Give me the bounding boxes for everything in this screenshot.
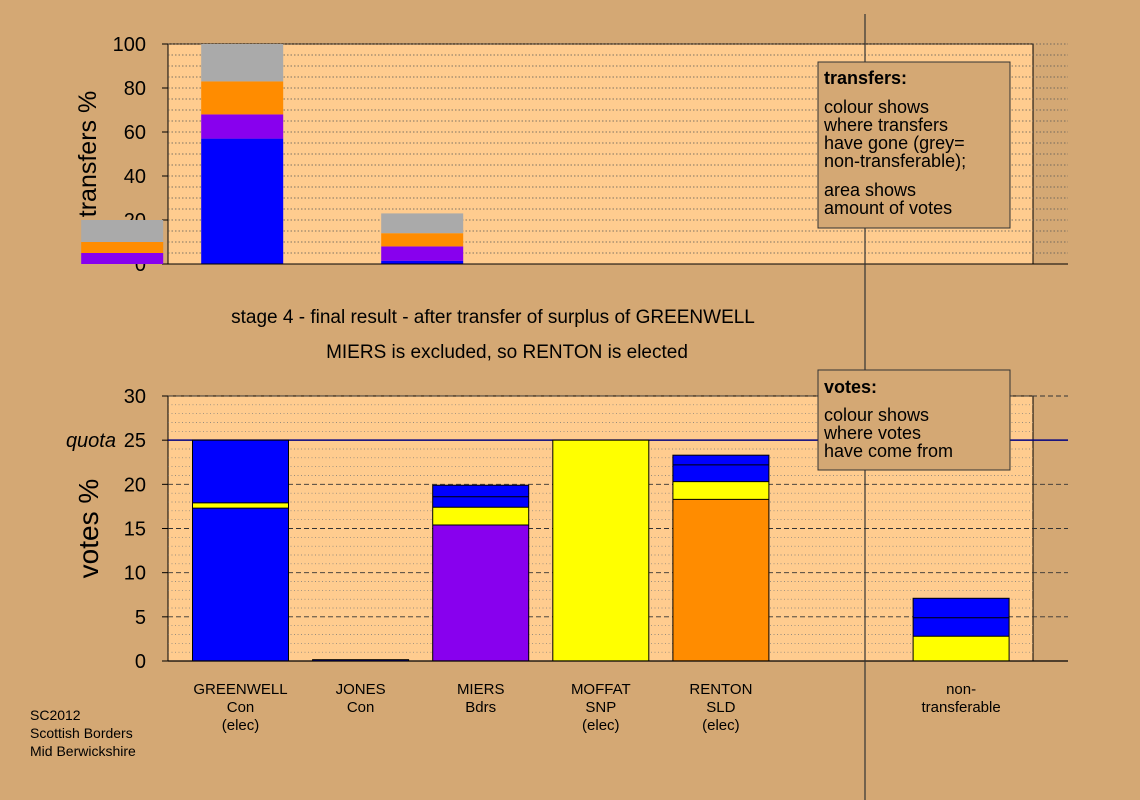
transfers-legend-text: have gone (grey= <box>824 133 965 153</box>
transfers-ytick-label: 40 <box>124 166 146 188</box>
transfers-bar-segment <box>381 246 464 261</box>
candidate-label: SNP <box>585 699 616 716</box>
votes-bar <box>912 597 1010 662</box>
candidate-label: MOFFAT <box>571 681 631 698</box>
transfers-legend-text: where transfers <box>823 115 948 135</box>
transfers-bar-segment <box>381 233 464 247</box>
transfers-ytick-label: 60 <box>124 122 146 144</box>
candidate-label: Con <box>347 699 375 716</box>
candidate-label: (elec) <box>582 717 620 734</box>
footer-ward: Mid Berwickshire <box>30 743 136 759</box>
candidate-label: RENTON <box>689 681 752 698</box>
votes-bar-segment <box>192 440 289 503</box>
votes-ytick-label: 20 <box>124 474 146 496</box>
votes-legend-box <box>817 369 1011 471</box>
transfers-legend-heading: transfers: <box>824 68 907 88</box>
votes-bar-segment <box>672 481 769 500</box>
transfers-bar-segment <box>81 242 164 253</box>
candidate-label: MIERS <box>457 681 505 698</box>
transfers-bar-segment <box>201 138 284 264</box>
votes-bar <box>552 439 650 662</box>
votes-bar-segment <box>432 524 529 661</box>
footer-year: SC2012 <box>30 707 81 723</box>
transfers-ytick-label: 100 <box>113 34 146 56</box>
quota-label: quota <box>66 430 116 452</box>
votes-ytick-label: 15 <box>124 519 146 541</box>
votes-bar-segment <box>192 508 289 661</box>
votes-bar-segment <box>432 507 529 525</box>
footer: SC2012 Scottish Borders Mid Berwickshire <box>30 706 136 760</box>
candidate-label: non- <box>946 681 976 698</box>
transfers-ytick-label: 0 <box>135 254 146 276</box>
candidate-label: GREENWELL <box>193 681 287 698</box>
candidate-label: (elec) <box>222 717 260 734</box>
votes-ytick-label: 5 <box>135 607 146 629</box>
votes-ytick-label: 0 <box>135 651 146 673</box>
transfers-legend-box <box>817 61 1011 229</box>
votes-bar-segment <box>312 659 409 661</box>
transfers-legend-text: area shows <box>824 180 916 200</box>
votes-bar-segment <box>552 440 649 661</box>
candidate-label: SLD <box>706 699 735 716</box>
votes-bar <box>192 439 289 662</box>
transfers-legend-text: non-transferable); <box>824 151 966 171</box>
transfers-bar-segment <box>81 253 164 264</box>
votes-bar-segment <box>672 455 769 482</box>
transfers-bar-segment <box>81 220 164 242</box>
transfers-legend-text: amount of votes <box>824 198 952 218</box>
transfers-bar-segment <box>201 44 284 82</box>
votes-ytick-label: 30 <box>124 386 146 408</box>
votes-bar <box>672 454 770 662</box>
votes-bar <box>432 484 530 662</box>
candidate-label: (elec) <box>702 717 740 734</box>
footer-council: Scottish Borders <box>30 725 133 741</box>
votes-legend-heading: votes: <box>824 377 877 397</box>
votes-legend-text: colour shows <box>824 405 929 425</box>
candidate-label: Con <box>227 699 255 716</box>
transfers-bar-segment <box>201 114 284 139</box>
candidate-label: transferable <box>921 699 1000 716</box>
votes-legend-text: have come from <box>824 441 953 461</box>
votes-legend-text: where votes <box>823 423 921 443</box>
stage-subcaption: MIERS is excluded, so RENTON is elected <box>326 342 688 363</box>
transfers-bar-segment <box>381 260 464 264</box>
transfers-ytick-label: 80 <box>124 78 146 100</box>
transfers-axis-label: transfers % <box>74 91 102 217</box>
stage-caption: stage 4 - final result - after transfer … <box>231 307 755 328</box>
votes-ytick-label: 10 <box>124 563 146 585</box>
transfers-bar-segment <box>201 81 284 115</box>
votes-bar-segment <box>192 502 289 509</box>
transfers-legend-text: colour shows <box>824 97 929 117</box>
candidate-label: JONES <box>336 681 386 698</box>
votes-ytick-label: 25 <box>124 430 146 452</box>
votes-bar-segment <box>913 636 1010 661</box>
votes-axis-label: votes % <box>73 479 104 579</box>
votes-bar-segment <box>672 499 769 661</box>
candidate-label: Bdrs <box>465 699 496 716</box>
transfers-bar-segment <box>381 213 464 234</box>
